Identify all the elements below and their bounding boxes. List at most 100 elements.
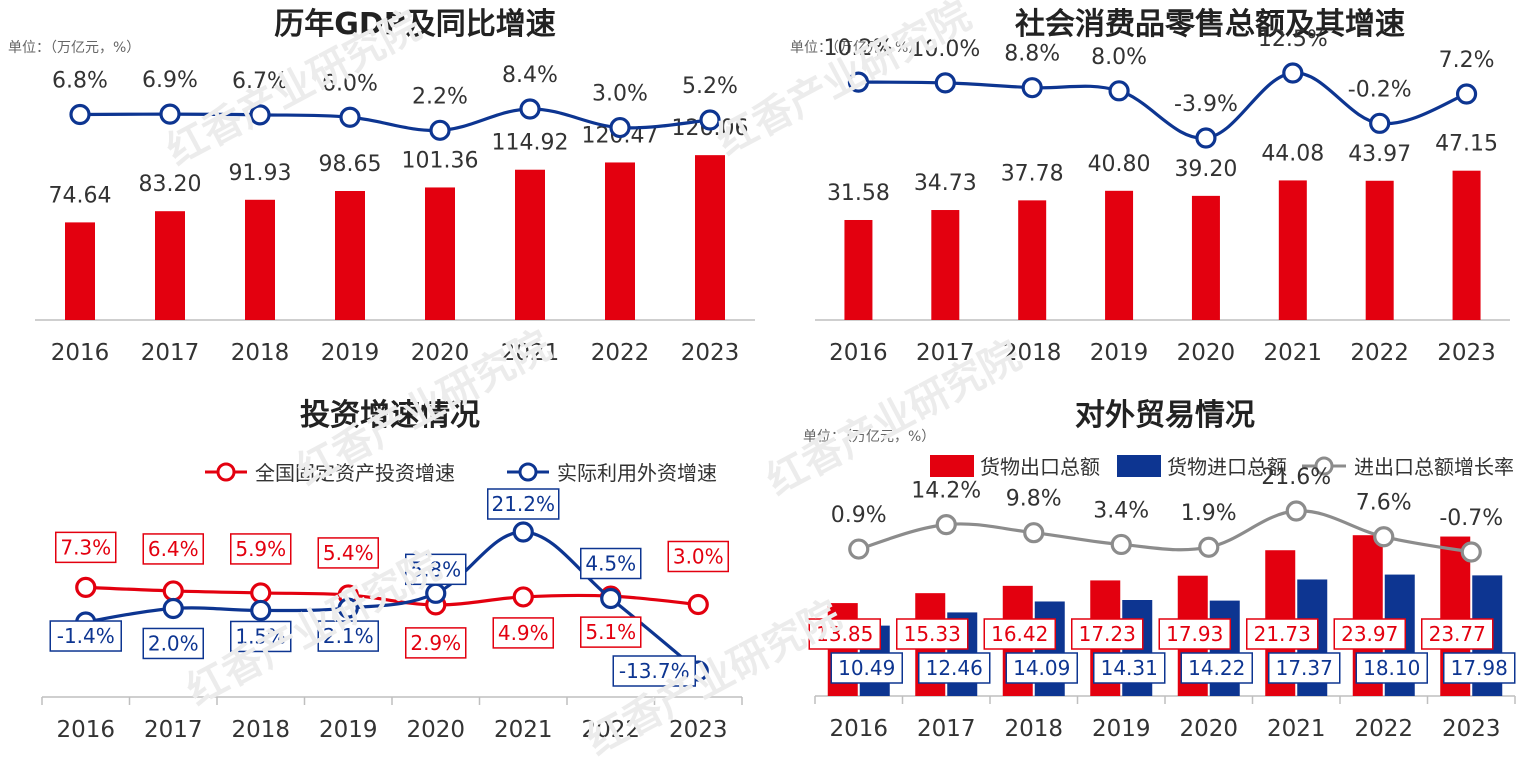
bar-value-label: 39.20 xyxy=(1174,157,1237,182)
growth-value-label: 10.2% xyxy=(823,36,893,61)
foreign-investment-point xyxy=(512,521,534,543)
legend-swatch-marker xyxy=(216,462,236,482)
growth-point xyxy=(934,72,956,94)
fixed-asset-value-label: 5.1% xyxy=(585,620,636,644)
growth-value-label: 2.2% xyxy=(412,84,468,109)
growth-point xyxy=(339,106,361,128)
bar xyxy=(605,162,635,320)
legend-label: 货物出口总额 xyxy=(980,455,1100,479)
foreign-investment-point xyxy=(250,599,272,622)
unit-note: 单位：（万亿元，%） xyxy=(8,40,140,56)
bar-value-label: 83.20 xyxy=(139,172,202,197)
export-value-label-box xyxy=(1246,618,1319,650)
foreign-investment-value-label: 21.2% xyxy=(491,492,555,516)
foreign-investment-value-label: 2.0% xyxy=(148,631,199,655)
fixed-asset-investment-point xyxy=(162,580,184,602)
import-value-label: 18.10 xyxy=(1363,656,1420,680)
x-tick-label: 2021 xyxy=(494,717,553,743)
x-tick-label: 2016 xyxy=(829,340,888,366)
growth-value-label: 8.4% xyxy=(502,63,558,88)
x-tick-label: 2018 xyxy=(1004,716,1063,742)
growth-point xyxy=(519,98,541,120)
import-value-label: 14.09 xyxy=(1013,656,1070,680)
growth-point xyxy=(1021,77,1043,99)
fixed-asset-value-label-box xyxy=(55,531,117,564)
fixed-asset-value-label-box xyxy=(667,540,729,573)
import-value-label-box xyxy=(1005,652,1078,684)
import-value-label: 17.37 xyxy=(1276,656,1333,680)
foreign-investment-value-label: 5.8% xyxy=(410,557,461,581)
export-value-label: 17.93 xyxy=(1166,622,1223,646)
bar xyxy=(335,190,365,320)
growth-value-label: 3.0% xyxy=(592,82,648,107)
fixed-asset-value-label: 2.9% xyxy=(410,631,461,655)
x-tick-label: 2019 xyxy=(1090,340,1149,366)
growth-point xyxy=(429,119,451,141)
growth-point xyxy=(69,103,91,126)
fixed-asset-value-label-box xyxy=(230,533,292,565)
x-tick-label: 2016 xyxy=(829,716,888,742)
chart-title: 历年GDP及同比增速 xyxy=(274,7,556,42)
export-value-label: 23.97 xyxy=(1341,622,1398,646)
trade-growth-value-label: 0.9% xyxy=(831,503,887,528)
bar-value-label: 101.36 xyxy=(402,148,479,173)
foreign-investment-value-label-box xyxy=(317,620,379,652)
export-value-label: 15.33 xyxy=(904,622,961,646)
trade-growth-value-label: 7.6% xyxy=(1356,491,1412,516)
import-value-label-box xyxy=(1268,652,1341,684)
foreign-investment-value-label: 2.1% xyxy=(323,624,374,648)
x-tick-label: 2019 xyxy=(1092,716,1151,742)
import-value-label: 14.31 xyxy=(1101,656,1158,680)
x-tick-label: 2020 xyxy=(406,717,465,743)
x-tick-label: 2019 xyxy=(321,340,380,366)
bar xyxy=(1365,180,1394,320)
growth-point xyxy=(699,109,721,131)
foreign-investment-value-label-box xyxy=(142,627,204,660)
growth-value-label: 6.8% xyxy=(52,69,108,94)
bar xyxy=(931,210,960,320)
export-value-label-box xyxy=(896,618,969,650)
bar-value-label: 34.73 xyxy=(914,171,977,196)
growth-point xyxy=(1455,83,1478,105)
x-tick-label: 2023 xyxy=(1442,716,1501,742)
growth-line xyxy=(858,71,1468,140)
x-tick-label: 2020 xyxy=(1179,716,1238,742)
x-tick-label: 2016 xyxy=(51,340,110,366)
fixed-asset-value-label: 3.0% xyxy=(673,544,724,568)
growth-value-label: 8.0% xyxy=(1091,45,1147,70)
trade-growth-line xyxy=(858,509,1472,554)
import-value-label-box xyxy=(1443,652,1516,684)
chart-title: 投资增速情况 xyxy=(300,398,480,433)
import-value-label-box xyxy=(918,652,991,684)
fixed-asset-investment-point xyxy=(75,576,97,598)
x-tick-label: 2021 xyxy=(1264,340,1323,366)
bar xyxy=(844,219,873,320)
trade-growth-value-label: 14.2% xyxy=(911,479,981,504)
x-tick-label: 2023 xyxy=(669,717,728,743)
trade-growth-point xyxy=(1285,500,1307,522)
x-tick-label: 2023 xyxy=(681,340,740,366)
growth-point xyxy=(159,103,181,125)
growth-value-label: -0.2% xyxy=(1348,77,1412,102)
foreign-investment-value-label-box xyxy=(405,553,467,586)
trade-growth-value-label: 1.9% xyxy=(1181,501,1237,526)
foreign-investment-value-label-box xyxy=(487,488,560,520)
foreign-investment-point xyxy=(337,597,359,619)
trade-growth-value-label: 3.4% xyxy=(1093,498,1149,523)
bar xyxy=(1452,170,1481,320)
import-value-label-box xyxy=(1180,652,1253,684)
export-value-label-box xyxy=(983,618,1056,650)
growth-value-label: 10.0% xyxy=(910,37,980,62)
foreign-investment-value-label: 1.5% xyxy=(235,624,286,648)
foreign-investment-value-label-box xyxy=(612,655,696,687)
bar-value-label: 91.93 xyxy=(229,161,292,186)
bar-value-label: 31.58 xyxy=(827,181,890,206)
bar xyxy=(425,187,455,320)
growth-point xyxy=(609,116,631,139)
x-tick-label: 2017 xyxy=(141,340,200,366)
foreign-investment-point xyxy=(425,582,447,604)
trade-growth-point xyxy=(1460,541,1482,563)
